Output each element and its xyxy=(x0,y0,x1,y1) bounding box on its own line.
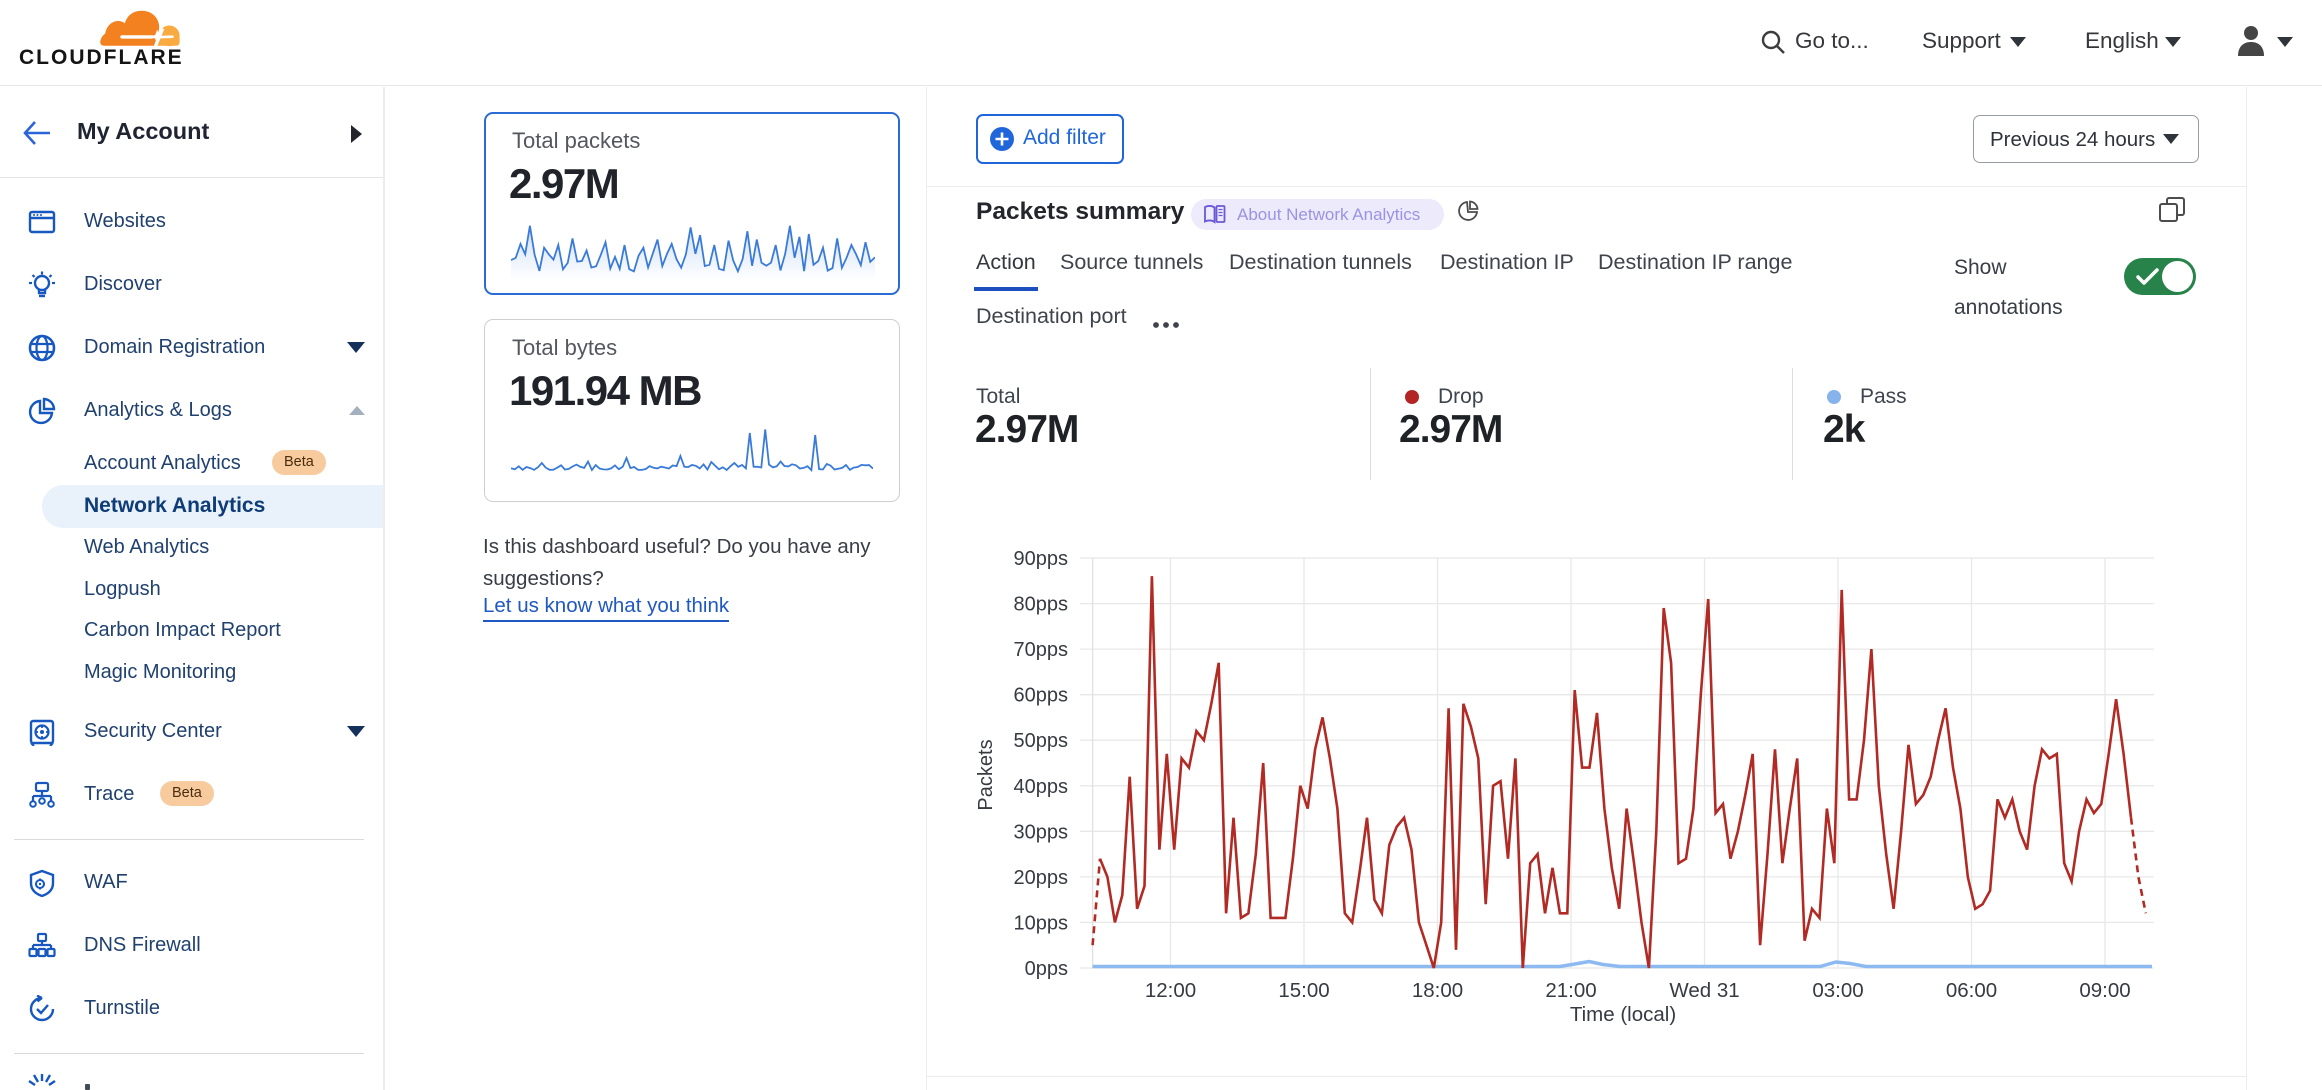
svg-text:18:00: 18:00 xyxy=(1412,979,1463,1002)
svg-text:09:00: 09:00 xyxy=(2079,979,2130,1002)
svg-text:Time (local): Time (local) xyxy=(1570,1003,1676,1026)
svg-text:20pps: 20pps xyxy=(1014,867,1069,889)
svg-text:15:00: 15:00 xyxy=(1278,979,1329,1002)
svg-text:Packets: Packets xyxy=(975,739,997,810)
svg-text:60pps: 60pps xyxy=(1014,685,1069,707)
svg-text:80pps: 80pps xyxy=(1014,594,1069,616)
svg-text:03:00: 03:00 xyxy=(1812,979,1863,1002)
svg-text:70pps: 70pps xyxy=(1014,639,1069,661)
svg-text:21:00: 21:00 xyxy=(1545,979,1596,1002)
svg-text:30pps: 30pps xyxy=(1014,821,1069,843)
svg-text:06:00: 06:00 xyxy=(1946,979,1997,1002)
svg-text:12:00: 12:00 xyxy=(1145,979,1196,1002)
svg-text:90pps: 90pps xyxy=(1014,548,1069,570)
svg-text:0pps: 0pps xyxy=(1025,958,1068,980)
svg-text:10pps: 10pps xyxy=(1014,912,1069,934)
svg-text:50pps: 50pps xyxy=(1014,730,1069,752)
svg-text:Wed 31: Wed 31 xyxy=(1669,979,1739,1002)
svg-text:40pps: 40pps xyxy=(1014,776,1069,798)
